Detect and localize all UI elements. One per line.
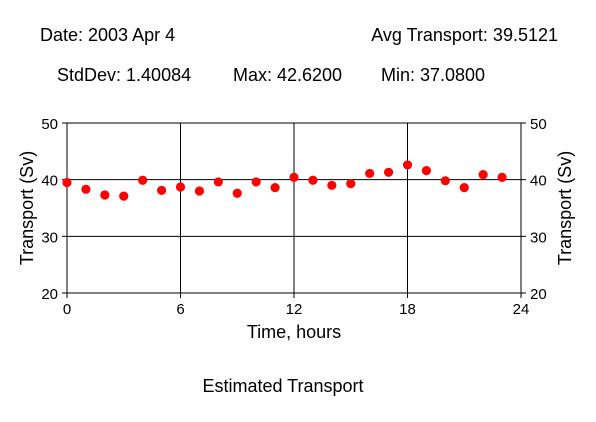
- data-point: [383, 167, 394, 177]
- data-point: [156, 185, 167, 196]
- data-point: [100, 190, 110, 200]
- data-point: [308, 175, 318, 185]
- x-tick-label: 6: [176, 301, 184, 318]
- y-tick-label-right: 50: [530, 116, 547, 133]
- y-axis-label-right: Transport (Sv): [555, 151, 575, 265]
- data-point: [175, 182, 186, 192]
- y-tick-label-left: 30: [41, 229, 58, 246]
- date-label: Date: 2003 Apr 4: [40, 25, 176, 45]
- x-tick-label: 24: [513, 301, 530, 318]
- data-point: [327, 180, 337, 190]
- data-point: [478, 169, 488, 180]
- grid-lines: [67, 123, 521, 293]
- x-tick-label: 18: [399, 301, 416, 318]
- data-point: [81, 184, 91, 194]
- y-tick-label-left: 50: [41, 116, 58, 133]
- data-point: [497, 172, 507, 182]
- data-point: [365, 168, 375, 179]
- min-label: Min: 37.0800: [381, 65, 486, 85]
- x-tick-label: 12: [286, 301, 303, 318]
- y-tick-label-right: 30: [530, 229, 547, 246]
- x-tick-label: 0: [63, 301, 71, 318]
- x-axis-label: Time, hours: [247, 322, 341, 342]
- data-point: [459, 183, 469, 193]
- avg-transport-label: Avg Transport: 39.5121: [371, 25, 558, 45]
- data-point: [440, 176, 450, 186]
- data-point: [213, 177, 223, 187]
- data-point: [138, 175, 148, 185]
- data-point: [232, 188, 242, 198]
- max-label: Max: 42.6200: [233, 65, 343, 85]
- data-points: [62, 160, 507, 201]
- y-tick-label-left: 40: [41, 173, 58, 190]
- data-point: [119, 191, 129, 201]
- data-point: [402, 160, 413, 170]
- data-point: [346, 179, 356, 189]
- data-point: [421, 166, 432, 176]
- y-axis-label-left: Transport (Sv): [17, 151, 37, 265]
- data-point: [251, 177, 261, 187]
- data-point: [194, 186, 205, 196]
- data-point: [270, 183, 280, 193]
- stddev-label: StdDev: 1.40084: [57, 65, 192, 85]
- y-tick-label-right: 20: [530, 286, 547, 303]
- data-point: [62, 177, 72, 188]
- y-tick-label-right: 40: [530, 173, 547, 190]
- y-tick-label-left: 20: [41, 286, 58, 303]
- data-point: [289, 172, 299, 182]
- chart-title: Estimated Transport: [202, 376, 363, 396]
